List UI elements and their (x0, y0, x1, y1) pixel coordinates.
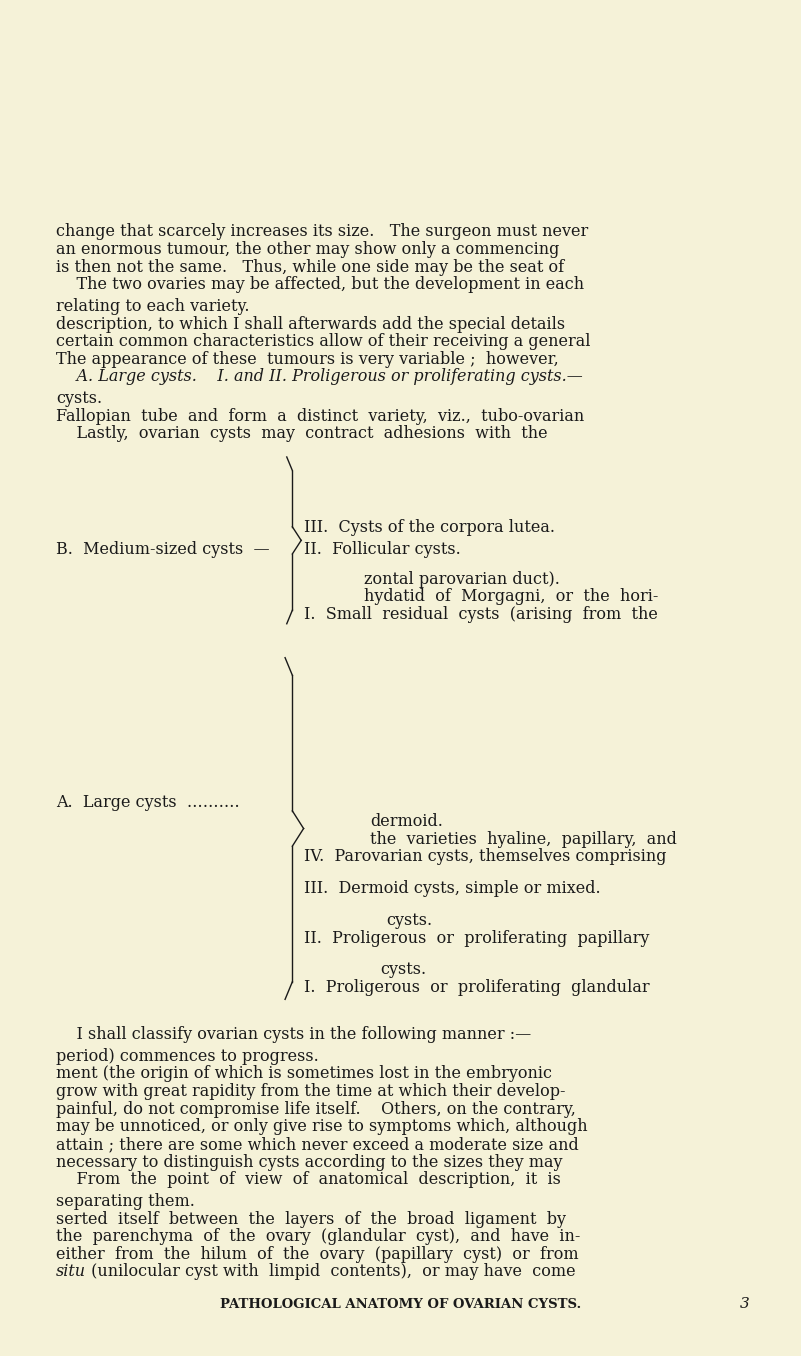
Text: IV.  Parovarian cysts, themselves comprising: IV. Parovarian cysts, themselves compris… (304, 849, 667, 865)
Text: II.  Follicular cysts.: II. Follicular cysts. (304, 541, 461, 557)
Text: period) commences to progress.: period) commences to progress. (56, 1048, 319, 1064)
Text: necessary to distinguish cysts according to the sizes they may: necessary to distinguish cysts according… (56, 1154, 562, 1170)
Text: is then not the same.   Thus, while one side may be the seat of: is then not the same. Thus, while one si… (56, 259, 564, 275)
Text: I.  Small  residual  cysts  (arising  from  the: I. Small residual cysts (arising from th… (304, 606, 658, 622)
Text: II.  Proligerous  or  proliferating  papillary: II. Proligerous or proliferating papilla… (304, 930, 650, 946)
Text: (unilocular cyst with  limpid  contents),  or may have  come: (unilocular cyst with limpid contents), … (86, 1264, 575, 1280)
Text: B.  Medium-sized cysts  —: B. Medium-sized cysts — (56, 541, 270, 557)
Text: 3: 3 (740, 1298, 750, 1311)
Text: separating them.: separating them. (56, 1193, 195, 1210)
Text: cysts.: cysts. (386, 913, 433, 929)
Text: I.  Proligerous  or  proliferating  glandular: I. Proligerous or proliferating glandula… (304, 979, 650, 995)
Text: situ: situ (56, 1264, 86, 1280)
Text: certain common characteristics allow of their receiving a general: certain common characteristics allow of … (56, 334, 590, 350)
Text: relating to each variety.: relating to each variety. (56, 298, 250, 315)
Text: grow with great rapidity from the time at which their develop-: grow with great rapidity from the time a… (56, 1083, 566, 1100)
Text: an enormous tumour, the other may show only a commencing: an enormous tumour, the other may show o… (56, 241, 559, 258)
Text: The two ovaries may be affected, but the development in each: The two ovaries may be affected, but the… (56, 277, 584, 293)
Text: Lastly,  ovarian  cysts  may  contract  adhesions  with  the: Lastly, ovarian cysts may contract adhes… (56, 426, 548, 442)
Text: dermoid.: dermoid. (370, 814, 443, 830)
Text: I shall classify ovarian cysts in the following manner :—: I shall classify ovarian cysts in the fo… (56, 1026, 531, 1043)
Text: the  varieties  hyaline,  papillary,  and: the varieties hyaline, papillary, and (370, 831, 677, 848)
Text: zontal parovarian duct).: zontal parovarian duct). (364, 571, 561, 587)
Text: attain ; there are some which never exceed a moderate size and: attain ; there are some which never exce… (56, 1136, 579, 1153)
Text: The appearance of these  tumours is very variable ;  however,: The appearance of these tumours is very … (56, 351, 559, 367)
Text: painful, do not compromise life itself.    Others, on the contrary,: painful, do not compromise life itself. … (56, 1101, 576, 1117)
Text: hydatid  of  Morgagni,  or  the  hori-: hydatid of Morgagni, or the hori- (364, 589, 659, 605)
Text: Fallopian  tube  and  form  a  distinct  variety,  viz.,  tubo-ovarian: Fallopian tube and form a distinct varie… (56, 408, 584, 424)
Text: ment (the origin of which is sometimes lost in the embryonic: ment (the origin of which is sometimes l… (56, 1066, 552, 1082)
Text: PATHOLOGICAL ANATOMY OF OVARIAN CYSTS.: PATHOLOGICAL ANATOMY OF OVARIAN CYSTS. (220, 1298, 581, 1311)
Text: From  the  point  of  view  of  anatomical  description,  it  is: From the point of view of anatomical des… (56, 1172, 561, 1188)
Text: A.  Large cysts  ……….: A. Large cysts ………. (56, 795, 239, 811)
Text: description, to which I shall afterwards add the special details: description, to which I shall afterwards… (56, 316, 566, 332)
Text: A. Large cysts.    I. and II. Proligerous or proliferating cysts.—: A. Large cysts. I. and II. Proligerous o… (56, 369, 583, 385)
Text: change that scarcely increases its size.   The surgeon must never: change that scarcely increases its size.… (56, 224, 588, 240)
Text: III.  Cysts of the corpora lutea.: III. Cysts of the corpora lutea. (304, 519, 555, 536)
Text: cysts.: cysts. (380, 961, 427, 978)
Text: may be unnoticed, or only give rise to symptoms which, although: may be unnoticed, or only give rise to s… (56, 1119, 588, 1135)
Text: the  parenchyma  of  the  ovary  (glandular  cyst),  and  have  in-: the parenchyma of the ovary (glandular c… (56, 1229, 581, 1245)
Text: cysts.: cysts. (56, 391, 103, 407)
Text: either  from  the  hilum  of  the  ovary  (papillary  cyst)  or  from: either from the hilum of the ovary (papi… (56, 1246, 578, 1262)
Text: III.  Dermoid cysts, simple or mixed.: III. Dermoid cysts, simple or mixed. (304, 880, 601, 896)
Text: serted  itself  between  the  layers  of  the  broad  ligament  by: serted itself between the layers of the … (56, 1211, 566, 1227)
